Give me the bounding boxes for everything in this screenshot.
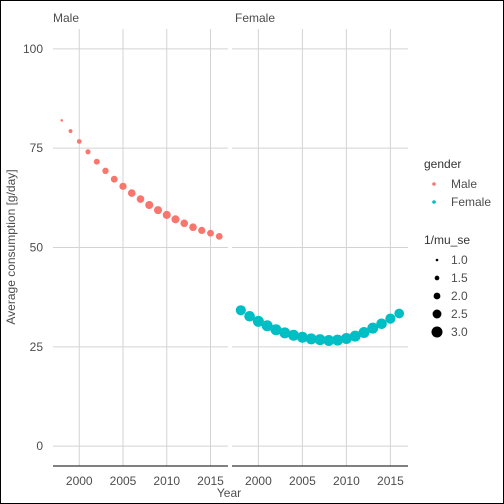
data-point [215,232,223,240]
series-female-points [235,305,405,346]
legend: gender 1/mu_se Male Female 1.0 1.5 2.0 2.5 3.0 [424,157,491,339]
y-tick-label: 75 [30,141,44,155]
x-axis: 2000 2005 2010 2015 2000 2005 2010 2015 [66,474,404,488]
data-point [332,334,344,346]
data-point [252,315,264,327]
legend-size-key [431,326,443,338]
data-point [127,189,136,197]
series-male-points [60,119,223,240]
y-tick-label: 0 [36,439,43,453]
facet-female-strip-label: Female [235,11,275,25]
legend-size-key [433,292,441,300]
x-tick-label: 2005 [110,474,137,488]
data-point [189,223,197,232]
data-point [119,182,127,190]
legend-size-label: 1.5 [451,271,468,285]
data-point [261,320,273,332]
data-point [296,331,308,343]
legend-size-label: 3.0 [451,325,468,339]
x-tick-label: 2000 [245,474,272,488]
data-point [153,206,163,215]
data-point [244,310,255,322]
legend-color-label: Female [451,195,491,209]
data-point [60,119,64,122]
y-tick-label: 100 [23,42,43,56]
legend-size-label: 2.0 [451,289,468,303]
facet-male-strip-label: Male [53,11,79,25]
x-axis-title: Year [217,486,241,500]
data-point [198,226,206,235]
data-point [102,167,109,175]
data-point [288,329,300,341]
data-point [340,332,352,344]
data-point [367,322,379,334]
legend-color-label: Male [451,177,477,191]
y-tick-label: 25 [30,340,44,354]
x-tick-label: 2015 [197,474,224,488]
data-point [145,200,154,210]
facet-female-panel: Female [232,11,408,467]
data-point [136,195,145,203]
legend-size-label: 1.0 [451,253,468,267]
gridlines [232,29,408,466]
legend-color-title: gender [424,157,461,171]
legend-size-label: 2.5 [451,307,468,321]
data-point [85,149,91,155]
data-point [305,333,317,345]
data-point [207,229,214,237]
x-tick-label: 2000 [66,474,93,488]
legend-color-key [432,182,436,186]
x-tick-label: 2015 [377,474,404,488]
x-tick-label: 2010 [333,474,360,488]
data-point [180,219,189,228]
legend-size-title: 1/mu_se [424,233,470,247]
data-point [349,330,361,342]
x-tick-label: 2010 [153,474,180,488]
data-point [171,215,180,224]
data-point [314,334,326,346]
data-point [110,175,118,183]
data-point [68,129,73,134]
data-point [376,318,387,330]
data-point [93,158,100,165]
y-axis: 0 25 50 75 100 [23,42,43,453]
data-point [394,308,405,319]
data-point [270,324,282,336]
y-axis-title: Average consumption [g/day] [4,169,18,324]
data-point [76,139,82,144]
legend-color-key [432,200,436,204]
facet-male-panel: Male [53,11,228,467]
legend-size-key [435,258,439,262]
data-point [323,334,335,346]
data-point [235,305,246,316]
x-tick-label: 2005 [289,474,316,488]
legend-size-key [434,275,440,281]
y-tick-label: 50 [30,241,44,255]
legend-size-key [432,309,442,319]
data-point [358,327,370,339]
data-point [385,313,396,324]
gridlines [53,29,228,466]
data-point [279,327,291,339]
data-point [162,210,171,219]
